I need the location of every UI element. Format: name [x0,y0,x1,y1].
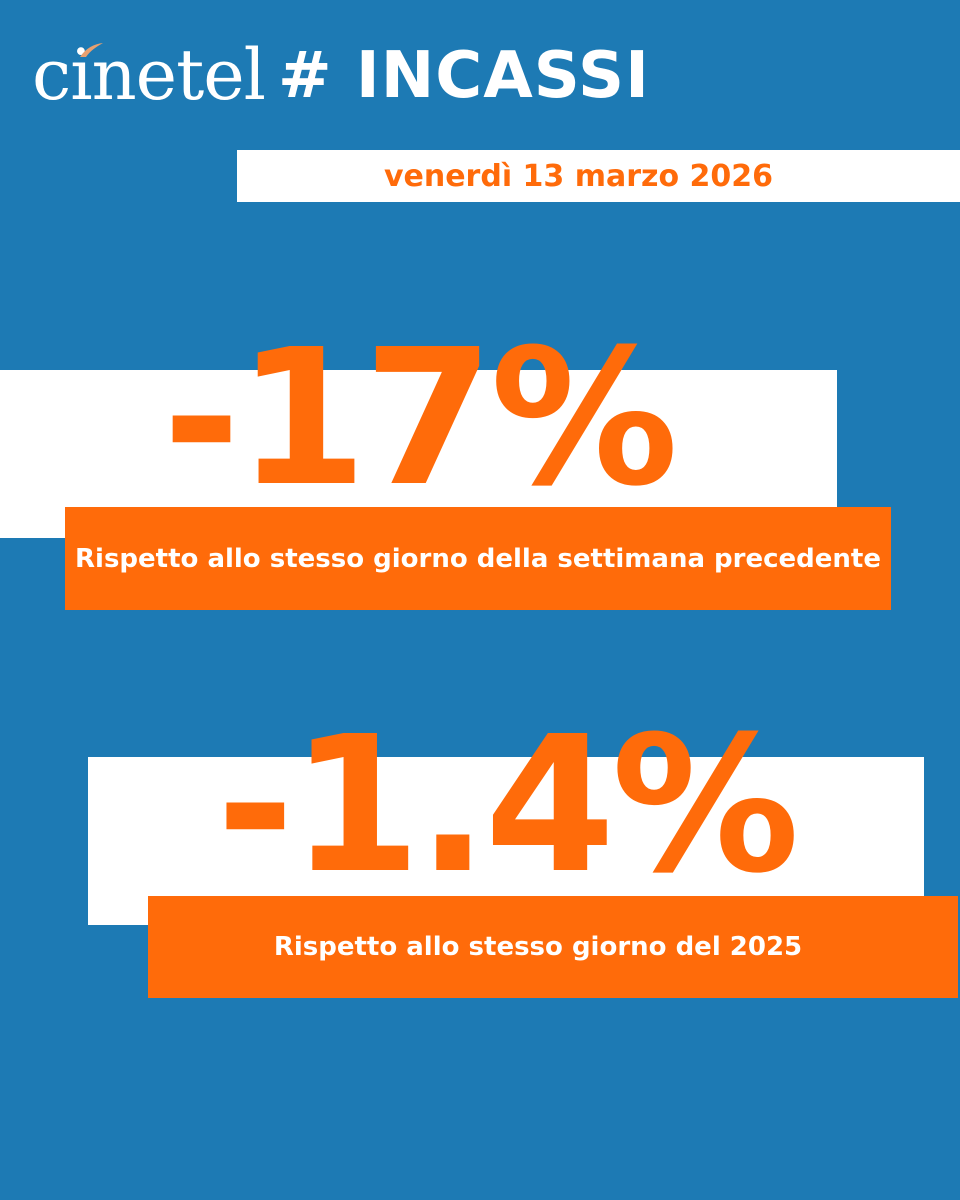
stat-1-value: -17% [162,309,678,528]
stat-2-caption: Rispetto allo stesso giorno del 2025 [273,932,803,962]
cinetel-logo: cinetel [32,34,266,116]
logo-swoosh-icon [80,43,103,57]
date-banner: venerdì 13 marzo 2026 [237,150,960,202]
stat-1-caption-box: Rispetto allo stesso giorno della settim… [65,507,891,610]
page-title: # INCASSI [278,39,650,113]
stat-2-caption-box: Rispetto allo stesso giorno del 2025 [148,896,958,998]
date-label: venerdì 13 marzo 2026 [383,158,774,194]
stat-1-caption: Rispetto allo stesso giorno della settim… [75,543,881,574]
stat-2-value: -1.4% [216,696,799,915]
